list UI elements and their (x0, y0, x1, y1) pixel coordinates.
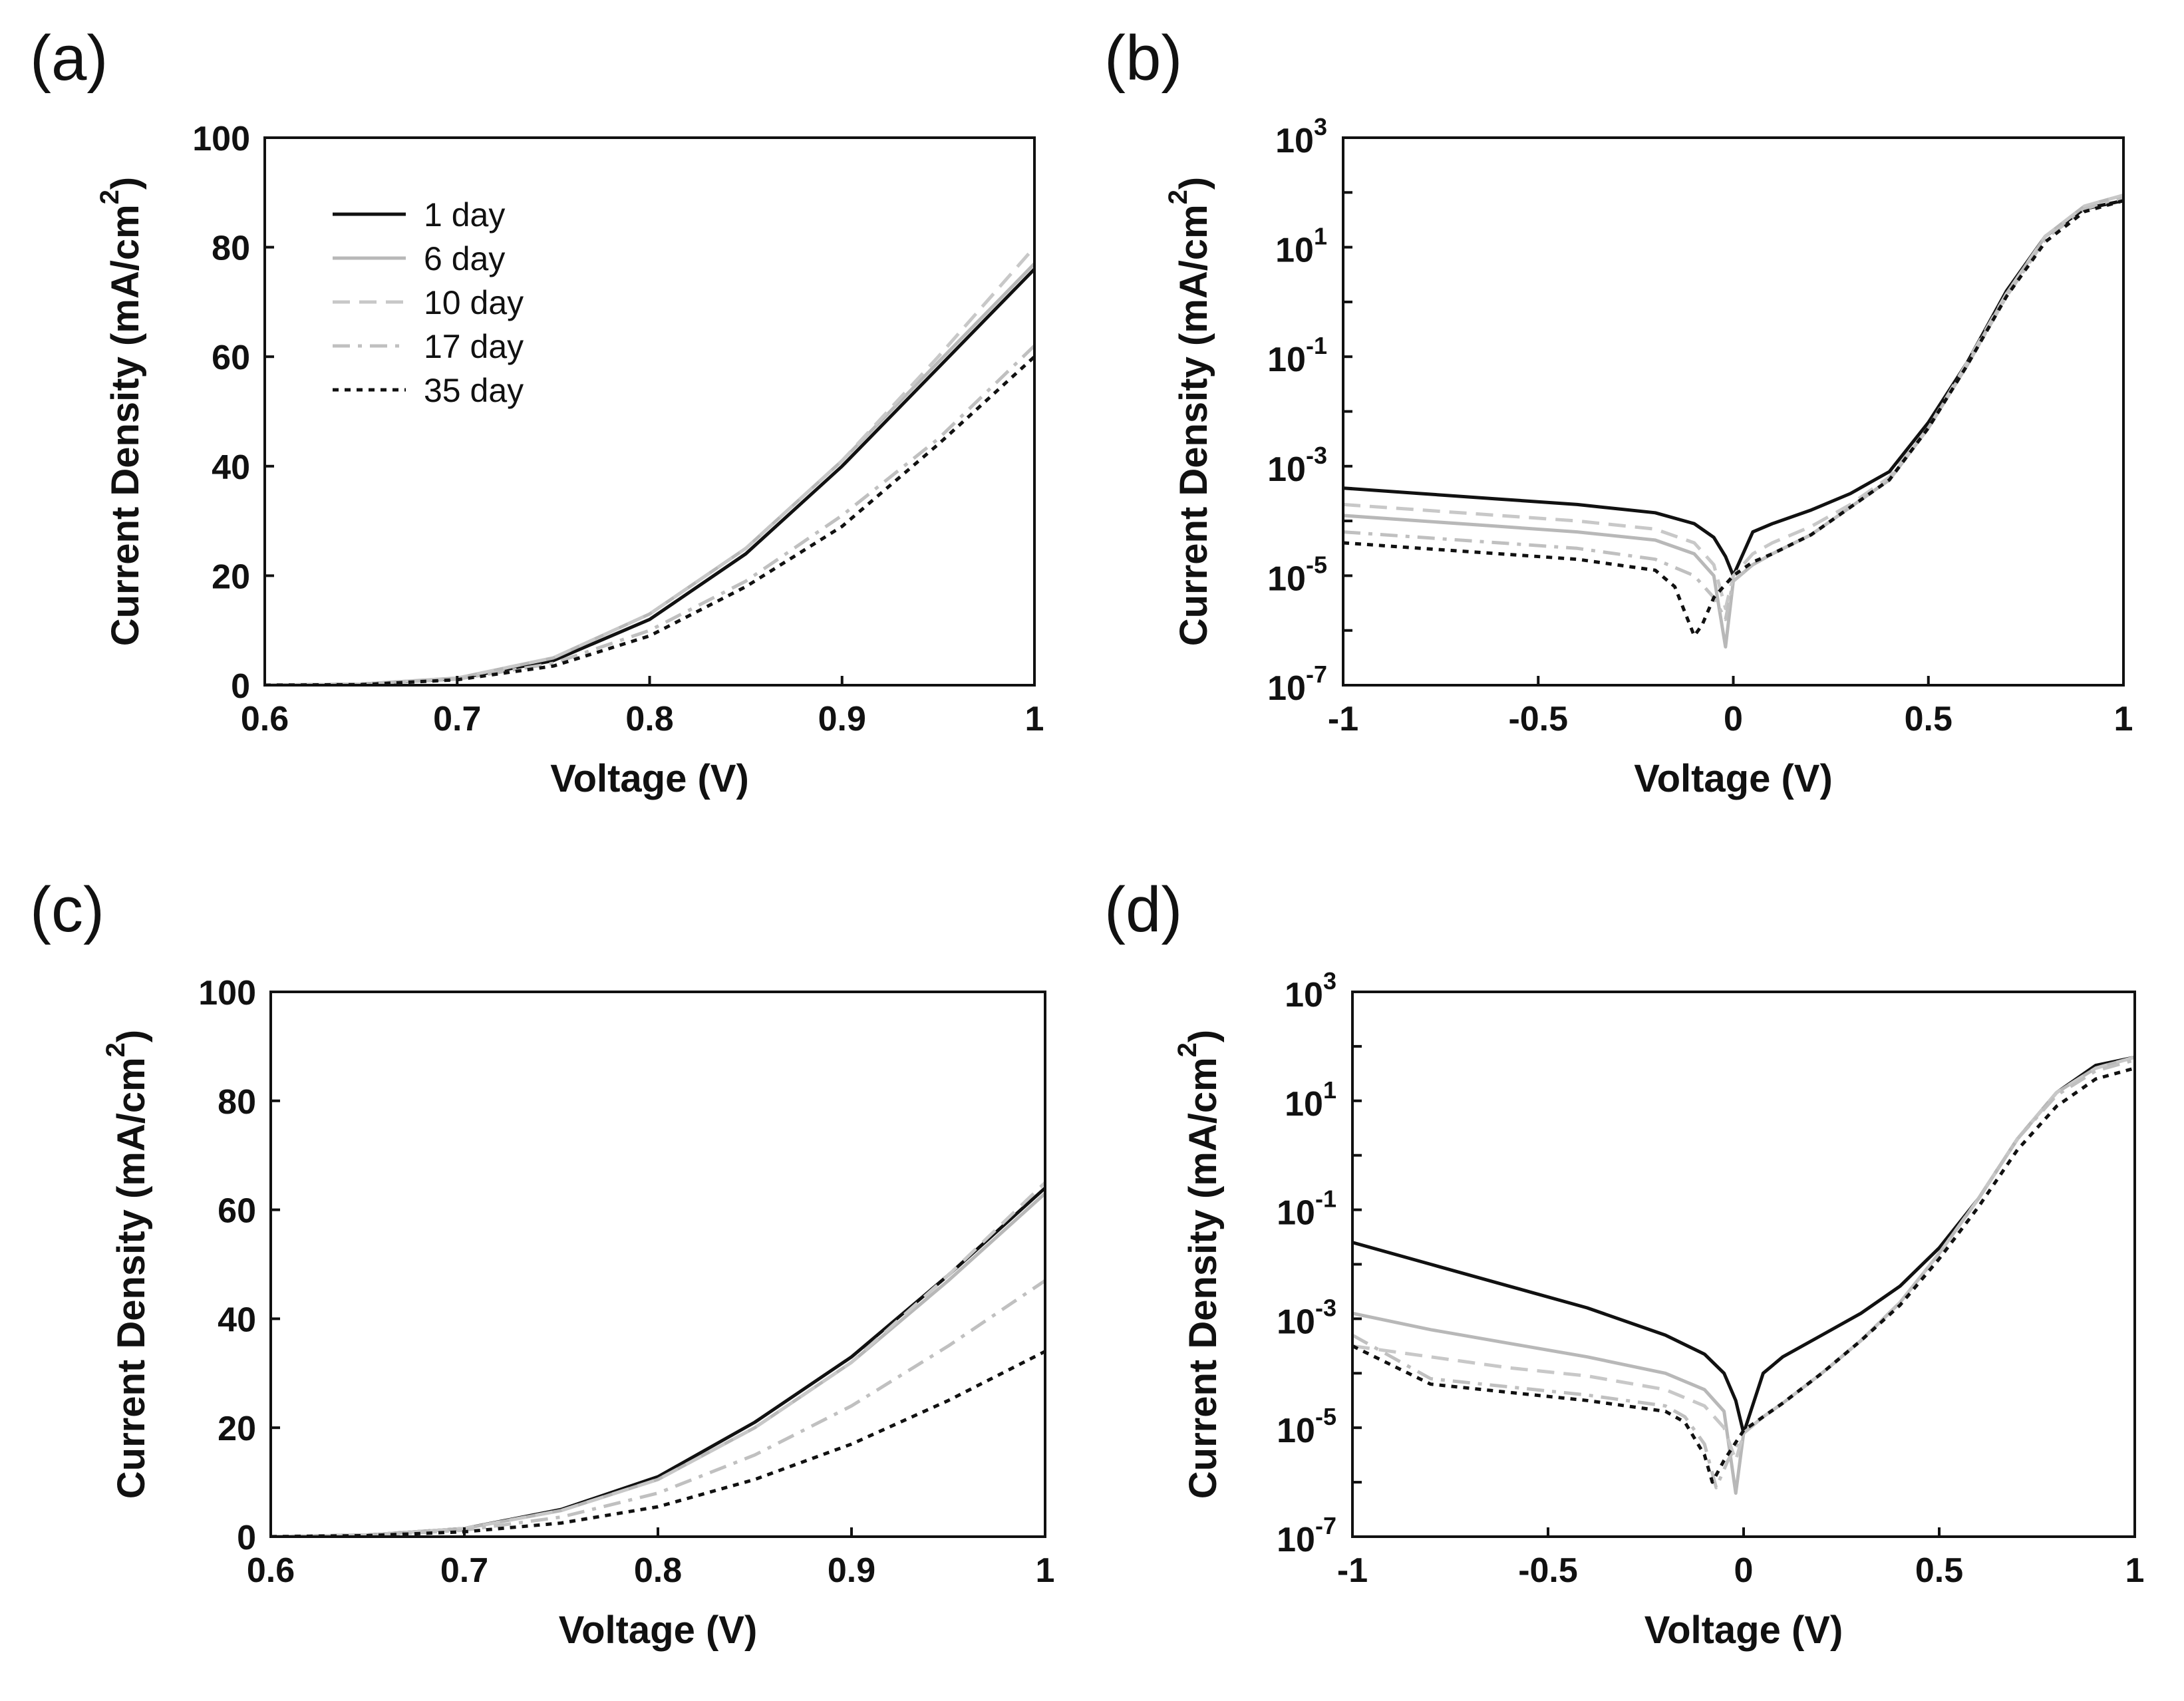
y-tick-label: 80 (218, 1083, 256, 1122)
legend-label: 17 day (424, 328, 524, 365)
legend-label: 10 day (424, 284, 524, 321)
legend: 1 day 6 day 10 day 17 day 35 day (333, 196, 524, 409)
series-line-17-day (271, 1279, 1045, 1537)
y-tick-label: 100 (198, 974, 256, 1012)
y-tick-label: 40 (218, 1301, 256, 1339)
y-axis-title: Current Density (mA/cm2) (101, 1030, 153, 1499)
plot-frame (269, 991, 1046, 1538)
series-group (271, 1181, 1045, 1537)
y-tick-label: 10-1 (1277, 1185, 1336, 1233)
y-tick-label: 60 (212, 339, 250, 377)
x-tick-label: 1 (2114, 700, 2133, 738)
series-line-1-day (265, 267, 1034, 685)
x-tick-label: 0.5 (1905, 700, 1952, 738)
y-tick-label: 10-3 (1267, 442, 1327, 489)
series-group (1343, 193, 2123, 649)
y-tick-label: 103 (1275, 113, 1327, 160)
series-group (265, 245, 1034, 685)
y-tick-label: 80 (212, 230, 250, 268)
panel-label: (c) (30, 874, 104, 945)
legend-label: 6 day (424, 240, 505, 277)
series-line-6-day (271, 1192, 1045, 1537)
y-tick-label: 10-1 (1267, 332, 1327, 379)
x-tick-label: 0.7 (433, 700, 481, 738)
series-line-6-day (265, 262, 1034, 685)
y-tick-label: 0 (231, 667, 250, 706)
series-line-1-day (271, 1186, 1045, 1537)
series-line-35-day (271, 1350, 1045, 1537)
y-tick-label: 100 (192, 120, 250, 158)
x-axis-title: Voltage (V) (1644, 1609, 1843, 1652)
x-tick-label: 0.6 (241, 700, 289, 738)
y-tick-label: 10-7 (1267, 661, 1327, 708)
series-line-10-day (271, 1181, 1045, 1537)
y-axis-title: Current Density (mA/cm2) (95, 177, 147, 647)
x-tick-label: 0.6 (247, 1551, 295, 1590)
series-line-35-day (1352, 1066, 2135, 1484)
x-tick-label: -0.5 (1518, 1551, 1578, 1590)
series-line-1-day (1352, 1055, 2135, 1435)
plot-frame (1342, 136, 2125, 687)
x-tick-label: -0.5 (1508, 700, 1568, 738)
x-tick-label: 1 (2125, 1551, 2145, 1590)
x-tick-label: -1 (1328, 700, 1358, 738)
panel-label: (b) (1104, 23, 1182, 94)
chart-panel-b: (b) -1 -0.5 0 0.5 1 10-7 10-5 10-3 10-1 101 103 Volt… (1104, 23, 2133, 800)
x-tick-label: -1 (1337, 1551, 1368, 1590)
y-tick-label: 60 (218, 1192, 256, 1231)
series-line-35-day (1343, 199, 2123, 638)
plot-frame (1351, 991, 2136, 1538)
y-tick-label: 20 (218, 1410, 256, 1448)
x-tick-label: 0.7 (440, 1551, 488, 1590)
series-line-17-day (265, 344, 1034, 685)
y-tick-label: 10-5 (1277, 1403, 1336, 1450)
panel-label: (a) (30, 23, 108, 94)
x-tick-label: 1 (1025, 700, 1044, 738)
y-tick-label: 103 (1285, 967, 1336, 1014)
chart-panel-d: (d) -1 -0.5 0 0.5 1 10-7 10-5 10-3 10-1 101 103 Volt… (1104, 874, 2144, 1652)
y-tick-label: 0 (237, 1519, 256, 1557)
x-tick-label: 0.8 (634, 1551, 682, 1590)
panel-label: (d) (1104, 874, 1182, 945)
y-tick-label: 101 (1275, 223, 1327, 270)
x-tick-label: 1 (1036, 1551, 1055, 1590)
series-line-10-day (1352, 1055, 2135, 1462)
x-axis-title: Voltage (V) (1634, 757, 1833, 800)
y-axis-title: Current Density (mA/cm2) (1173, 1030, 1225, 1499)
x-tick-label: 0.9 (818, 700, 866, 738)
series-group (1352, 1055, 2135, 1495)
series-line-10-day (1343, 193, 2123, 611)
y-tick-label: 10-7 (1277, 1512, 1336, 1559)
series-line-1-day (1343, 199, 2123, 577)
y-tick-label: 101 (1285, 1076, 1336, 1124)
y-tick-label: 10-3 (1277, 1294, 1336, 1341)
series-line-17-day (1343, 196, 2123, 621)
y-tick-label: 40 (212, 448, 250, 487)
y-tick-label: 20 (212, 557, 250, 596)
chart-panel-a: (a) 0.6 0.7 0.8 0.9 1 0 20 40 60 80 100 Voltage (V) C… (30, 23, 1044, 800)
y-tick-label: 10-5 (1267, 551, 1327, 598)
x-axis-title: Voltage (V) (550, 757, 749, 800)
x-tick-label: 0.9 (828, 1551, 875, 1590)
x-tick-label: 0 (1724, 700, 1743, 738)
x-tick-label: 0.8 (625, 700, 673, 738)
chart-panel-c: (c) 0.6 0.7 0.8 0.9 1 0 20 40 60 80 100 Voltage (V) C… (30, 874, 1054, 1652)
plot-frame (263, 136, 1036, 687)
legend-label: 35 day (424, 372, 524, 409)
legend-label: 1 day (424, 196, 505, 233)
y-axis-title: Current Density (mA/cm2) (1164, 177, 1215, 647)
x-tick-label: 0 (1734, 1551, 1754, 1590)
series-line-35-day (265, 355, 1034, 685)
x-axis-title: Voltage (V) (559, 1609, 758, 1652)
x-tick-label: 0.5 (1915, 1551, 1963, 1590)
